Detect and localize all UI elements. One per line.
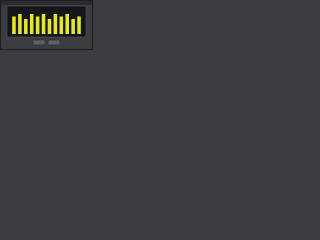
bar [65, 14, 69, 34]
bar [24, 19, 28, 34]
bar [53, 14, 58, 34]
bar [41, 14, 46, 34]
title-bar [1, 1, 92, 5]
bar [71, 19, 75, 34]
bar [77, 16, 81, 34]
bar [18, 14, 22, 34]
bar [59, 16, 64, 34]
button[interactable] [47, 39, 61, 46]
bar [29, 14, 34, 34]
app-window [0, 0, 93, 50]
bar [47, 19, 52, 34]
bar [35, 16, 40, 34]
plot-area [12, 14, 81, 34]
window-border [0, 0, 93, 50]
button[interactable] [32, 39, 46, 46]
bar [12, 16, 16, 34]
